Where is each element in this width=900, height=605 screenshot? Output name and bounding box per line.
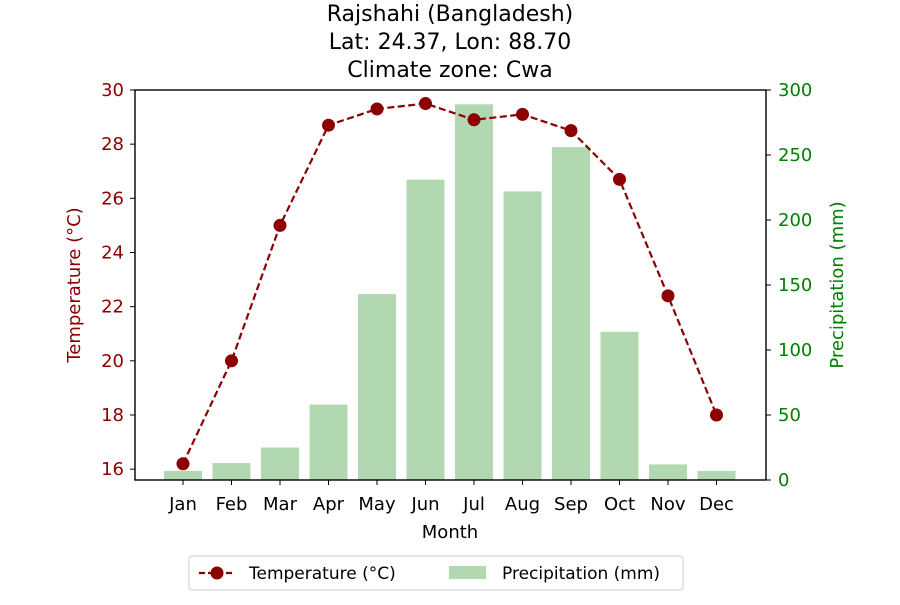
precip-bar-apr [309, 404, 348, 480]
precip-bar-may [358, 294, 396, 480]
title-line-2: Lat: 24.37, Lon: 88.70 [329, 30, 571, 55]
right-tick-label: 250 [778, 145, 812, 166]
temp-point-aug [516, 107, 529, 121]
temperature-series-line [182, 102, 718, 465]
left-tick-label: 24 [101, 243, 124, 264]
left-axis-ticks: 16 18 20 22 24 26 28 30 [101, 80, 135, 480]
left-tick-label: 26 [101, 188, 124, 209]
precip-bar-feb [212, 463, 251, 480]
left-tick-label: 16 [101, 459, 124, 480]
right-axis-ticks: 0 50 100 150 200 250 300 [766, 80, 812, 491]
temp-point-feb [225, 354, 238, 368]
precip-bar-dec [697, 470, 736, 480]
left-axis-label: Temperature (°C) [64, 207, 85, 363]
left-tick-label: 30 [101, 80, 124, 101]
temp-point-may [370, 102, 384, 116]
left-tick-label: 28 [101, 134, 124, 155]
x-tick-label: Nov [650, 494, 685, 515]
right-axis-label: Precipitation (mm) [827, 201, 848, 368]
legend-temperature-marker [210, 566, 224, 580]
temp-point-oct [613, 172, 626, 186]
plot-frame [134, 89, 767, 481]
x-axis-label: Month [422, 522, 478, 543]
temperature-line [176, 97, 723, 471]
legend-precipitation-swatch [449, 566, 486, 579]
x-axis-ticks: Jan Feb Mar Apr May Jun Jul Aug Sep Oct Nov Dec [168, 480, 734, 515]
x-tick-label: Sep [554, 494, 588, 515]
right-tick-label: 200 [778, 210, 812, 231]
temp-point-sep [564, 124, 578, 138]
precipitation-bars [164, 104, 736, 481]
precip-bar-sep [552, 147, 590, 480]
legend: Temperature (°C) Precipitation (mm) [188, 555, 684, 591]
x-tick-label: Jan [168, 494, 197, 515]
temp-point-jun [419, 97, 432, 111]
temp-point-nov [661, 289, 675, 303]
right-tick-label: 0 [778, 470, 789, 491]
x-tick-label: May [358, 494, 396, 515]
temp-point-jul [467, 113, 481, 127]
chart-title: Rajshahi (Bangladesh) Lat: 24.37, Lon: 8… [327, 2, 573, 83]
x-tick-label: Apr [313, 494, 345, 515]
x-tick-label: Dec [699, 494, 734, 515]
temp-point-apr [322, 118, 335, 132]
left-tick-label: 20 [101, 351, 124, 372]
x-tick-label: Aug [505, 494, 540, 515]
left-tick-label: 18 [101, 405, 124, 426]
temp-point-mar [273, 218, 287, 232]
legend-precipitation-label: Precipitation (mm) [502, 564, 660, 584]
title-line-3: Climate zone: Cwa [347, 58, 552, 83]
x-tick-label: Mar [263, 494, 298, 515]
precip-bar-aug [503, 191, 542, 480]
precip-bar-mar [261, 447, 299, 480]
precip-bar-jun [406, 179, 445, 480]
legend-box [188, 555, 684, 591]
precip-bar-jul [455, 104, 493, 481]
right-tick-label: 150 [778, 275, 812, 296]
precip-bar-jan [164, 470, 202, 480]
x-tick-label: Feb [216, 494, 248, 515]
right-tick-label: 100 [778, 340, 812, 361]
right-tick-label: 300 [778, 80, 812, 101]
temp-point-dec [710, 408, 723, 422]
precip-bar-oct [600, 331, 639, 480]
legend-temperature-label: Temperature (°C) [248, 564, 396, 584]
temp-point-jan [176, 457, 190, 471]
x-tick-label: Oct [604, 494, 635, 515]
title-line-1: Rajshahi (Bangladesh) [327, 2, 573, 27]
x-tick-label: Jul [462, 494, 485, 515]
left-tick-label: 22 [101, 297, 124, 318]
x-tick-label: Jun [410, 494, 439, 515]
precip-bar-nov [649, 464, 687, 480]
right-tick-label: 50 [778, 405, 801, 426]
